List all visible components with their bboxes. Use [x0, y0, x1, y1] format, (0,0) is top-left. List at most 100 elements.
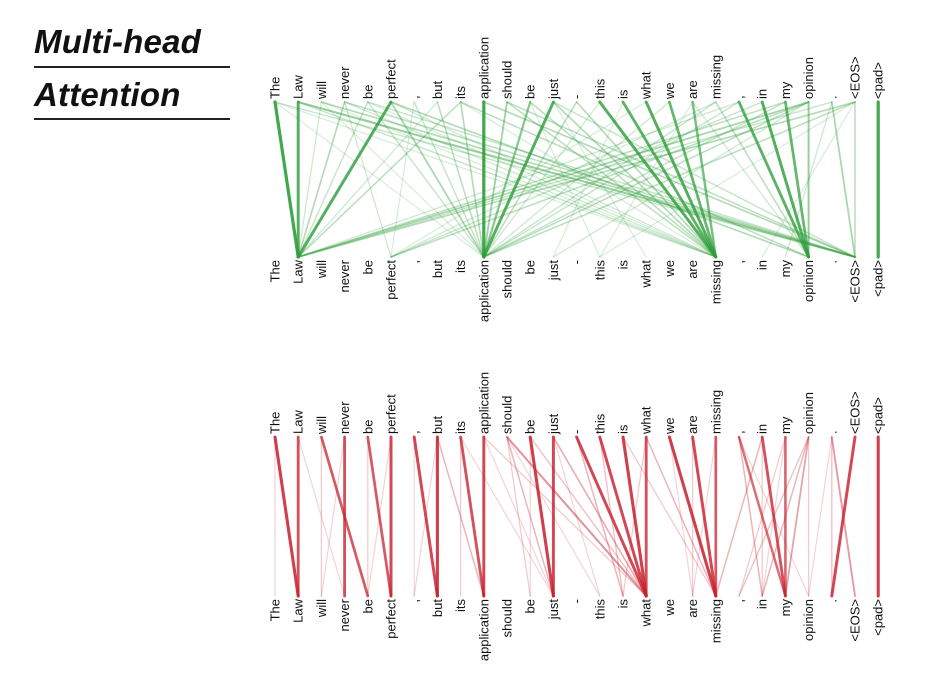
- red-source-token: my: [778, 416, 793, 434]
- green-link-4-to-9: [367, 101, 485, 258]
- green-source-token: missing: [708, 55, 723, 99]
- green-source-token: what: [639, 71, 654, 100]
- green-source-token: <pad>: [871, 62, 886, 99]
- green-link-22-to-9: [483, 101, 787, 258]
- red-link-5-to-4: [367, 436, 392, 597]
- red-source-token: are: [685, 415, 700, 434]
- green-link-17-to-9: [483, 101, 671, 258]
- red-target-token: never: [337, 598, 352, 631]
- green-source-token: is: [616, 89, 631, 99]
- green-link-18-to-23: [691, 101, 810, 258]
- red-source-token: just: [546, 413, 561, 435]
- red-source-token: be: [523, 420, 538, 434]
- green-target-token: but: [430, 260, 445, 278]
- green-link-3-to-5: [343, 101, 392, 258]
- green-link-25-to-1: [297, 101, 856, 258]
- green-link-11-to-9: [482, 100, 532, 259]
- red-target-token: are: [685, 599, 700, 618]
- green-link-8-to-19: [460, 101, 717, 258]
- red-target-token: missing: [708, 599, 723, 643]
- red-link-3-to-2: [320, 436, 346, 597]
- green-link-24-to-25: [830, 101, 856, 258]
- green-link-5-to-9: [390, 101, 485, 258]
- green-link-16-to-5: [390, 101, 647, 258]
- red-link-11-to-12: [528, 435, 555, 598]
- green-link-21-to-5: [390, 101, 763, 258]
- green-link-23-to-5: [390, 101, 810, 258]
- green-link-7-to-1: [297, 101, 439, 258]
- red-link-20-to-21: [738, 436, 763, 597]
- green-link-4-to-1: [297, 101, 369, 258]
- green-link-8-to-23: [459, 101, 810, 258]
- green-source-token: its: [453, 86, 468, 100]
- green-link-11-to-14: [529, 101, 601, 258]
- red-link-6-to-7: [412, 435, 439, 598]
- green-target-token: application: [476, 260, 491, 322]
- green-link-16-to-19: [644, 100, 718, 259]
- red-link-15-to-19: [622, 436, 717, 597]
- green-link-12-to-9: [482, 100, 555, 259]
- red-target-token: Law: [291, 598, 306, 622]
- red-source-token: should: [500, 396, 515, 434]
- green-link-0-to-19: [274, 101, 717, 258]
- red-attention-head: TheTheLawLawwillwillneverneverbebeperfec…: [268, 372, 886, 661]
- green-source-token: .: [824, 95, 839, 99]
- red-link-23-to-21: [761, 436, 810, 597]
- green-link-14-to-19: [598, 100, 718, 259]
- red-link-0-to-1: [273, 435, 300, 598]
- green-target-token: my: [778, 260, 793, 278]
- green-link-12-to-19: [552, 101, 717, 258]
- red-target-token: -: [569, 599, 584, 603]
- red-target-token: this: [592, 599, 607, 620]
- red-link-8-to-12: [460, 436, 554, 597]
- green-link-15-to-19: [621, 100, 718, 259]
- green-target-token: be: [523, 260, 538, 274]
- green-link-20-to-9: [483, 101, 740, 258]
- red-link-23-to-22: [784, 436, 810, 597]
- green-source-token: in: [755, 89, 770, 99]
- red-link-17-to-18: [668, 436, 694, 597]
- red-source-token: in: [755, 424, 770, 434]
- red-source-token: be: [360, 420, 375, 434]
- green-link-6-to-5: [390, 101, 415, 258]
- green-link-19-to-23: [715, 101, 810, 258]
- red-source-token: <EOS>: [848, 391, 863, 434]
- red-target-token: <pad>: [871, 599, 886, 636]
- red-source-token: this: [592, 413, 607, 434]
- green-target-token: .: [824, 260, 839, 264]
- green-link-3-to-25: [343, 101, 856, 258]
- title-underline-1: [34, 66, 230, 68]
- green-link-10-to-19: [506, 101, 717, 258]
- green-target-token: ,: [732, 260, 747, 264]
- green-source-token: ,: [732, 95, 747, 99]
- green-link-21-to-23: [760, 100, 811, 259]
- red-target-token: .: [824, 599, 839, 603]
- green-link-12-to-25: [552, 101, 856, 258]
- green-source-token: just: [546, 78, 561, 100]
- green-source-token: The: [268, 77, 283, 99]
- green-target-token: are: [685, 260, 700, 279]
- red-source-token: we: [662, 417, 677, 435]
- green-source-token: <EOS>: [848, 56, 863, 99]
- red-target-token: is: [616, 599, 631, 609]
- green-link-17-to-19: [668, 100, 718, 259]
- red-link-19-to-18: [692, 436, 717, 597]
- red-source-token: opinion: [801, 392, 816, 434]
- red-link-22-to-20: [738, 436, 787, 597]
- green-source-token: opinion: [801, 57, 816, 99]
- green-link-6-to-9: [413, 101, 485, 258]
- red-source-token: The: [268, 412, 283, 434]
- red-target-token: be: [523, 599, 538, 613]
- green-source-token: but: [430, 81, 445, 99]
- red-link-10-to-12: [506, 436, 555, 597]
- green-link-4-to-25: [367, 101, 856, 258]
- green-source-token: are: [685, 80, 700, 99]
- red-link-12-to-14: [552, 436, 601, 597]
- red-target-token: perfect: [384, 599, 399, 639]
- red-link-17-to-19: [667, 435, 718, 598]
- red-link-23-to-20: [738, 436, 810, 597]
- red-link-18-to-19: [691, 435, 718, 598]
- green-link-4-to-19: [367, 101, 717, 258]
- green-link-25-to-14: [599, 101, 856, 258]
- green-target-token: <pad>: [871, 260, 886, 297]
